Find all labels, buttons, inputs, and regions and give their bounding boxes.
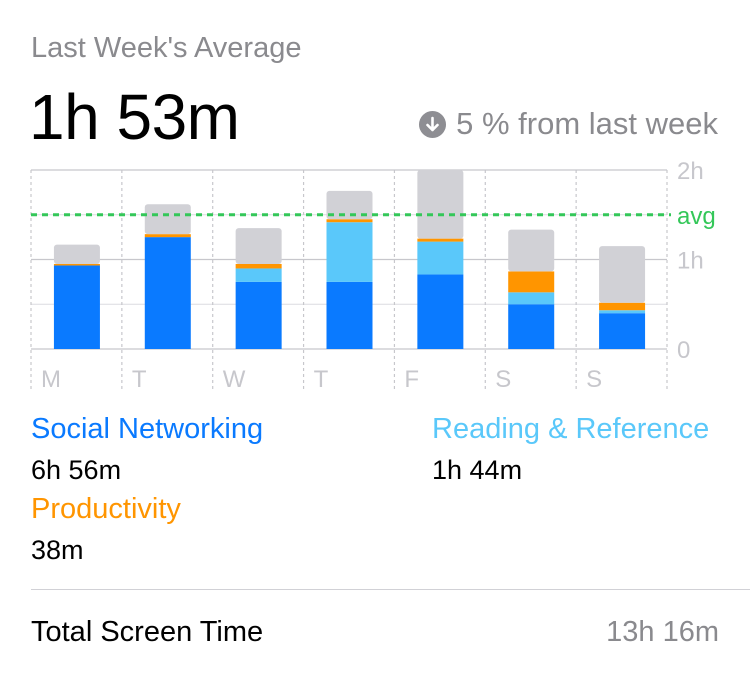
bar-segment xyxy=(144,204,191,235)
bar-segment xyxy=(508,292,555,305)
bar-segment xyxy=(235,228,282,264)
bar-segment xyxy=(144,237,191,349)
bar-segment xyxy=(235,268,282,282)
y-tick-label: 0 xyxy=(677,337,690,364)
summary-subtitle: Last Week's Average xyxy=(31,32,302,64)
total-screen-time-value: 13h 16m xyxy=(606,616,719,648)
bar-segment xyxy=(508,271,555,293)
arrow-down-circle-icon xyxy=(419,110,447,138)
bar-segment xyxy=(53,244,100,264)
total-screen-time-label: Total Screen Time xyxy=(31,616,264,648)
screen-time-bar-chart: 2h avg 1h 0 M T W T F S S xyxy=(30,160,716,393)
legend-value-social: 6h 56m xyxy=(31,455,122,485)
bar-segment xyxy=(417,238,464,242)
legend-label-productivity: Productivity xyxy=(31,493,181,525)
bar-segment xyxy=(235,281,282,349)
bar-segment xyxy=(508,304,555,349)
bar-segment xyxy=(326,222,373,282)
bar-segment xyxy=(417,170,464,239)
bar-segment xyxy=(326,190,373,220)
divider xyxy=(31,589,750,590)
bar-segment xyxy=(599,302,646,311)
legend-label-reading: Reading & Reference xyxy=(432,413,710,445)
x-tick-label: S xyxy=(586,366,602,393)
x-tick-label: T xyxy=(314,366,329,393)
y-tick-label: 1h xyxy=(677,248,704,275)
bar-segment xyxy=(417,241,464,275)
bar-segment xyxy=(599,313,646,349)
y-tick-label: avg xyxy=(677,203,716,230)
bar-segment xyxy=(53,263,100,266)
bar-segment xyxy=(53,265,100,349)
legend-label-social: Social Networking xyxy=(31,413,264,445)
x-tick-label: W xyxy=(223,366,246,393)
bar-segment xyxy=(599,246,646,303)
bar-segment xyxy=(235,263,282,269)
bar-segment xyxy=(508,229,555,272)
bar-segment xyxy=(326,219,373,223)
bar-segment xyxy=(144,234,191,238)
weekly-change-text: 5 % from last week xyxy=(456,106,718,141)
legend-value-reading: 1h 44m xyxy=(432,455,523,485)
legend-value-productivity: 38m xyxy=(31,535,84,565)
x-tick-label: F xyxy=(404,366,419,393)
weekly-change: 5 % from last week xyxy=(419,106,718,142)
x-tick-label: T xyxy=(132,366,147,393)
bar-segment xyxy=(417,274,464,349)
bar-segment xyxy=(326,281,373,349)
average-screen-time: 1h 53m xyxy=(29,81,240,153)
bar-segment xyxy=(599,310,646,314)
y-tick-label: 2h xyxy=(677,160,704,185)
x-tick-label: S xyxy=(495,366,511,393)
x-tick-label: M xyxy=(41,366,61,393)
